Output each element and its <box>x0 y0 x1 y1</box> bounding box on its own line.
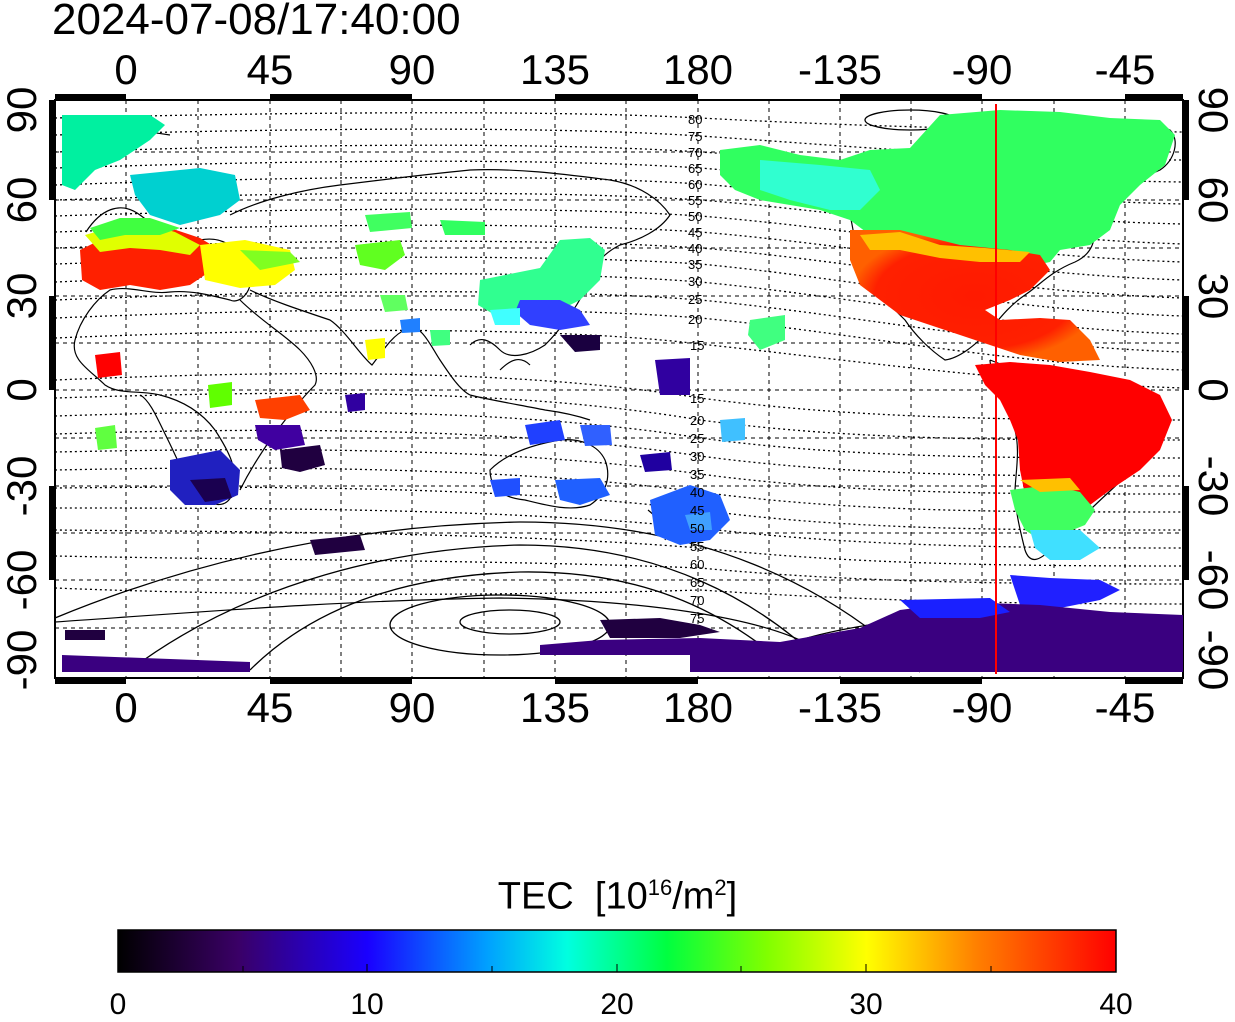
top-lon-tick: -135 <box>797 46 883 93</box>
contour-label: 30 <box>688 274 702 289</box>
bottom-lon-tick: 180 <box>662 684 734 731</box>
contour-label: 45 <box>688 225 702 240</box>
colorbar-unit-exponent2: 2 <box>714 875 727 900</box>
colorbar-unit-exponent: 16 <box>647 875 673 900</box>
colorbar-unit-rest: /m <box>672 875 715 918</box>
contour-label: 40 <box>688 241 702 256</box>
contour-label: 45 <box>690 503 704 518</box>
colorbar-label-20: 20 <box>600 988 634 1021</box>
colorbar-title-text: TEC <box>497 875 574 918</box>
timestamp: 2024-07-08/17:40:00 <box>52 0 461 44</box>
contour-label: 50 <box>690 521 704 536</box>
contour-label: 35 <box>690 467 704 482</box>
top-lon-tick: 90 <box>388 46 436 93</box>
contour-label: 70 <box>688 145 702 160</box>
bottom-lon-tick: 45 <box>246 684 294 731</box>
top-lon-tick: 180 <box>662 46 734 93</box>
contour-label: 55 <box>690 539 704 554</box>
contour-label: 25 <box>688 292 702 307</box>
contour-label: 60 <box>688 177 702 192</box>
axis-tick-bars <box>49 94 1189 684</box>
bottom-lon-tick: 0 <box>114 684 138 731</box>
contour-label: 80 <box>688 112 702 127</box>
colorbar-label-max: 40 <box>1099 988 1133 1021</box>
contour-label: 60 <box>690 557 704 572</box>
top-lon-tick: 135 <box>519 46 591 93</box>
contour-label: 25 <box>690 431 704 446</box>
colorbar-unit-base: 10 <box>605 875 648 918</box>
contour-label: 15 <box>690 391 704 406</box>
contour-label: 40 <box>690 485 704 500</box>
tec-data <box>62 110 1183 672</box>
bottom-lon-tick: 135 <box>519 684 591 731</box>
contour-label: 30 <box>690 449 704 464</box>
contour-label: 50 <box>688 209 702 224</box>
contour-label: 20 <box>690 413 704 428</box>
bottom-lon-tick: 90 <box>388 684 436 731</box>
top-lon-tick: 45 <box>246 46 294 93</box>
bottom-lon-tick: -45 <box>1094 684 1156 731</box>
contour-label: 75 <box>688 129 702 144</box>
bottom-lon-tick: -90 <box>951 684 1013 731</box>
colorbar-title: TEC [1016/m2] <box>497 875 738 918</box>
bottom-lon-tick: -135 <box>797 684 883 731</box>
colorbar-label-min: 0 <box>109 988 127 1021</box>
contour-label: 65 <box>690 575 704 590</box>
colorbar-ticks <box>242 964 992 972</box>
top-lon-tick: -45 <box>1094 46 1156 93</box>
top-lon-tick: -90 <box>951 46 1013 93</box>
top-lon-tick: 0 <box>114 46 138 93</box>
contour-labels: 80 75 70 65 60 55 50 45 40 35 30 25 20 1… <box>688 112 704 626</box>
contour-label: 75 <box>690 611 704 626</box>
contour-label: 35 <box>688 257 702 272</box>
contour-label: 20 <box>688 312 702 327</box>
contour-label: 15 <box>690 338 704 353</box>
contour-label: 55 <box>688 193 702 208</box>
contour-label: 70 <box>690 593 704 608</box>
contour-label: 65 <box>688 161 702 176</box>
colorbar-label-10: 10 <box>350 988 384 1021</box>
colorbar-label-30: 30 <box>849 988 883 1021</box>
magnetic-contours <box>55 112 1183 605</box>
